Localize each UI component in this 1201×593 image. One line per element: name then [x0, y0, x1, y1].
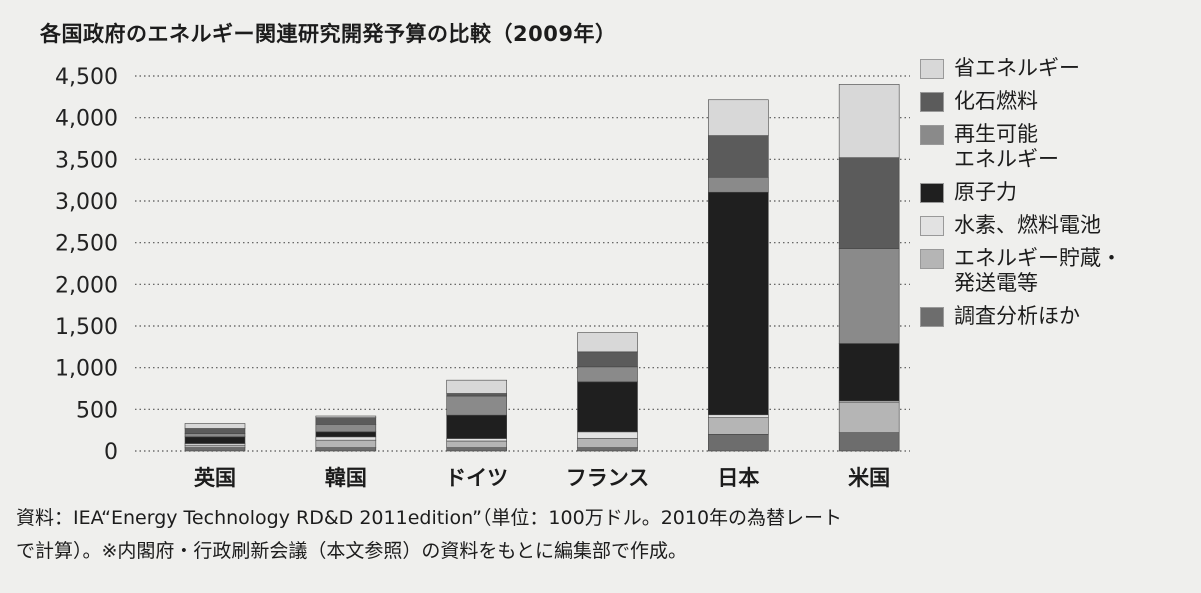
- legend-label: 原子力: [954, 180, 1017, 204]
- y-tick-label: 4,000: [55, 107, 118, 132]
- bar-segment: [446, 395, 507, 416]
- legend-swatch: [920, 216, 944, 236]
- y-tick-label: 2,000: [55, 273, 118, 298]
- bar-segment: [184, 436, 246, 444]
- legend-label: 省エネルギー: [954, 56, 1080, 80]
- y-tick-label: 4,500: [55, 65, 118, 90]
- legend-label: 水素、燃料電池: [954, 213, 1101, 237]
- chart-title: 各国政府のエネルギー関連研究開発予算の比較（2009年）: [40, 22, 617, 46]
- bar-segment: [315, 415, 377, 418]
- stacked-bar-chart: 0 500 1,000 1,500 2,000 2,500 3,000 3,500 4,000 4…: [55, 65, 910, 490]
- bar-segment: [577, 366, 638, 383]
- bar-segment: [446, 438, 507, 442]
- y-tick-label: 1,000: [55, 357, 118, 382]
- bar-segment: [446, 393, 507, 397]
- bar-segment: [446, 414, 507, 439]
- legend-item: 省エネルギー: [920, 56, 1190, 81]
- bar-segment: [315, 424, 377, 433]
- x-axis: 英国 韓国 ドイツ フランス 日本 米国: [194, 466, 890, 490]
- bar-segment: [577, 381, 638, 433]
- legend-swatch: [920, 92, 944, 112]
- bar-segment: [315, 431, 377, 438]
- legend-item: 化石燃料: [920, 89, 1190, 114]
- legend-swatch: [920, 125, 944, 145]
- bar-segment: [838, 157, 900, 249]
- bar-segment: [838, 343, 900, 402]
- legend-swatch: [920, 59, 944, 79]
- legend-item: 調査分析ほか: [920, 304, 1190, 329]
- bar-segment: [708, 176, 769, 193]
- legend-item: 原子力: [920, 180, 1190, 205]
- category-label: 英国: [194, 466, 236, 490]
- bar-segment: [838, 248, 900, 344]
- grid-lines: [135, 75, 910, 452]
- source-note: 資料：IEA“Energy Technology RD&D 2011editio…: [16, 507, 843, 562]
- bar-segment: [315, 436, 377, 441]
- bars: [184, 84, 900, 452]
- bar-segment: [184, 433, 246, 438]
- category-label: ドイツ: [445, 466, 508, 490]
- bar-segment: [315, 439, 377, 448]
- y-tick-label: 3,000: [55, 190, 118, 215]
- legend: 省エネルギー 化石燃料再生可能 エネルギー原子力水素、燃料電池エネルギー貯蔵・ 発…: [920, 56, 1190, 337]
- bar-segment: [184, 423, 246, 429]
- legend-swatch: [920, 249, 944, 269]
- legend-item: エネルギー貯蔵・ 発送電等: [920, 246, 1190, 296]
- category-label: 米国: [848, 466, 890, 490]
- bar-segment: [577, 431, 638, 439]
- bar-segment: [838, 402, 900, 433]
- bar-segment: [184, 444, 246, 448]
- y-tick-label: 2,500: [55, 232, 118, 257]
- category-label: 韓国: [325, 466, 367, 490]
- bar-segment: [577, 351, 638, 368]
- bar-segment: [708, 191, 769, 416]
- bar-segment: [708, 434, 769, 452]
- bar-segment: [577, 447, 638, 452]
- legend-label: 調査分析ほか: [954, 304, 1080, 328]
- bar-segment: [708, 414, 769, 418]
- bar-segment: [708, 135, 769, 178]
- legend-swatch: [920, 307, 944, 327]
- bar-segment: [446, 447, 507, 452]
- bar-segment: [184, 428, 246, 434]
- bar-segment: [708, 99, 769, 136]
- bar-segment: [315, 417, 377, 425]
- bar-segment: [184, 447, 246, 452]
- bar-segment: [838, 432, 900, 452]
- legend-swatch: [920, 183, 944, 203]
- bar-segment: [446, 379, 507, 394]
- bar-segment: [577, 438, 638, 448]
- y-tick-label: 0: [104, 440, 118, 465]
- y-axis: 0 500 1,000 1,500 2,000 2,500 3,000 3,500 4,000 4…: [55, 65, 118, 465]
- bar-segment: [577, 332, 638, 353]
- legend-item: 水素、燃料電池: [920, 213, 1190, 238]
- bar-segment: [708, 417, 769, 435]
- bar-segment: [838, 84, 900, 158]
- legend-label: 再生可能 エネルギー: [954, 122, 1059, 171]
- category-label: フランス: [566, 466, 650, 490]
- legend-item: 再生可能 エネルギー: [920, 122, 1190, 172]
- category-label: 日本: [717, 466, 759, 490]
- y-tick-label: 1,500: [55, 315, 118, 340]
- y-tick-label: 3,500: [55, 148, 118, 173]
- bar-segment: [446, 440, 507, 448]
- legend-label: 化石燃料: [954, 89, 1038, 113]
- y-tick-label: 500: [76, 398, 118, 423]
- legend-label: エネルギー貯蔵・ 発送電等: [954, 246, 1122, 295]
- bar-segment: [315, 447, 377, 452]
